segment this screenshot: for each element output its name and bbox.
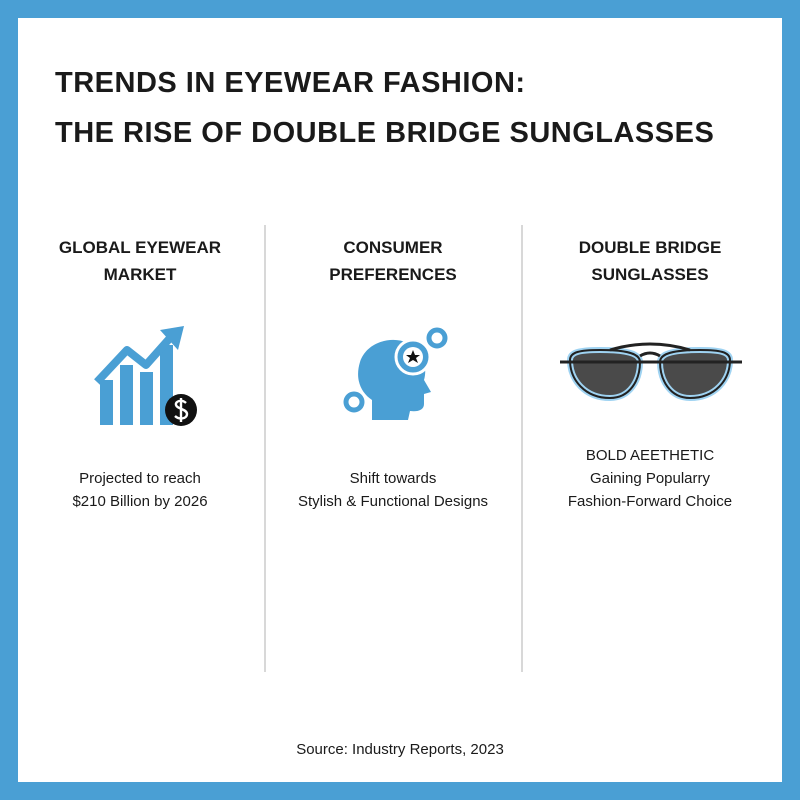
column-text: BOLD AEETHETIC	[586, 447, 715, 464]
column-heading: GLOBAL EYEWEAR	[59, 238, 221, 257]
column-heading: CONSUMER	[343, 238, 442, 257]
texts: TRENDS IN EYEWEAR FASHION: THE RISE OF DO…	[55, 67, 732, 758]
column-text: Projected to reach	[79, 470, 201, 487]
column-heading: SUNGLASSES	[591, 265, 708, 284]
column-heading: MARKET	[104, 265, 177, 284]
column-heading: DOUBLE BRIDGE	[579, 238, 722, 257]
column-text: Shift towards	[350, 470, 437, 487]
sunglasses-icon	[560, 342, 742, 402]
preferences-icon	[343, 327, 448, 420]
column-text: Stylish & Functional Designs	[298, 493, 488, 510]
column-text: Gaining Popularry	[590, 470, 711, 487]
title-line: THE RISE OF DOUBLE BRIDGE SUNGLASSES	[55, 117, 714, 149]
source: Source: Industry Reports, 2023	[296, 741, 504, 758]
column-text: $210 Billion by 2026	[72, 493, 207, 510]
column-heading: PREFERENCES	[329, 265, 457, 284]
market-icon	[94, 326, 197, 426]
column-text: Fashion-Forward Choice	[568, 493, 732, 510]
title-line: TRENDS IN EYEWEAR FASHION:	[55, 67, 526, 99]
